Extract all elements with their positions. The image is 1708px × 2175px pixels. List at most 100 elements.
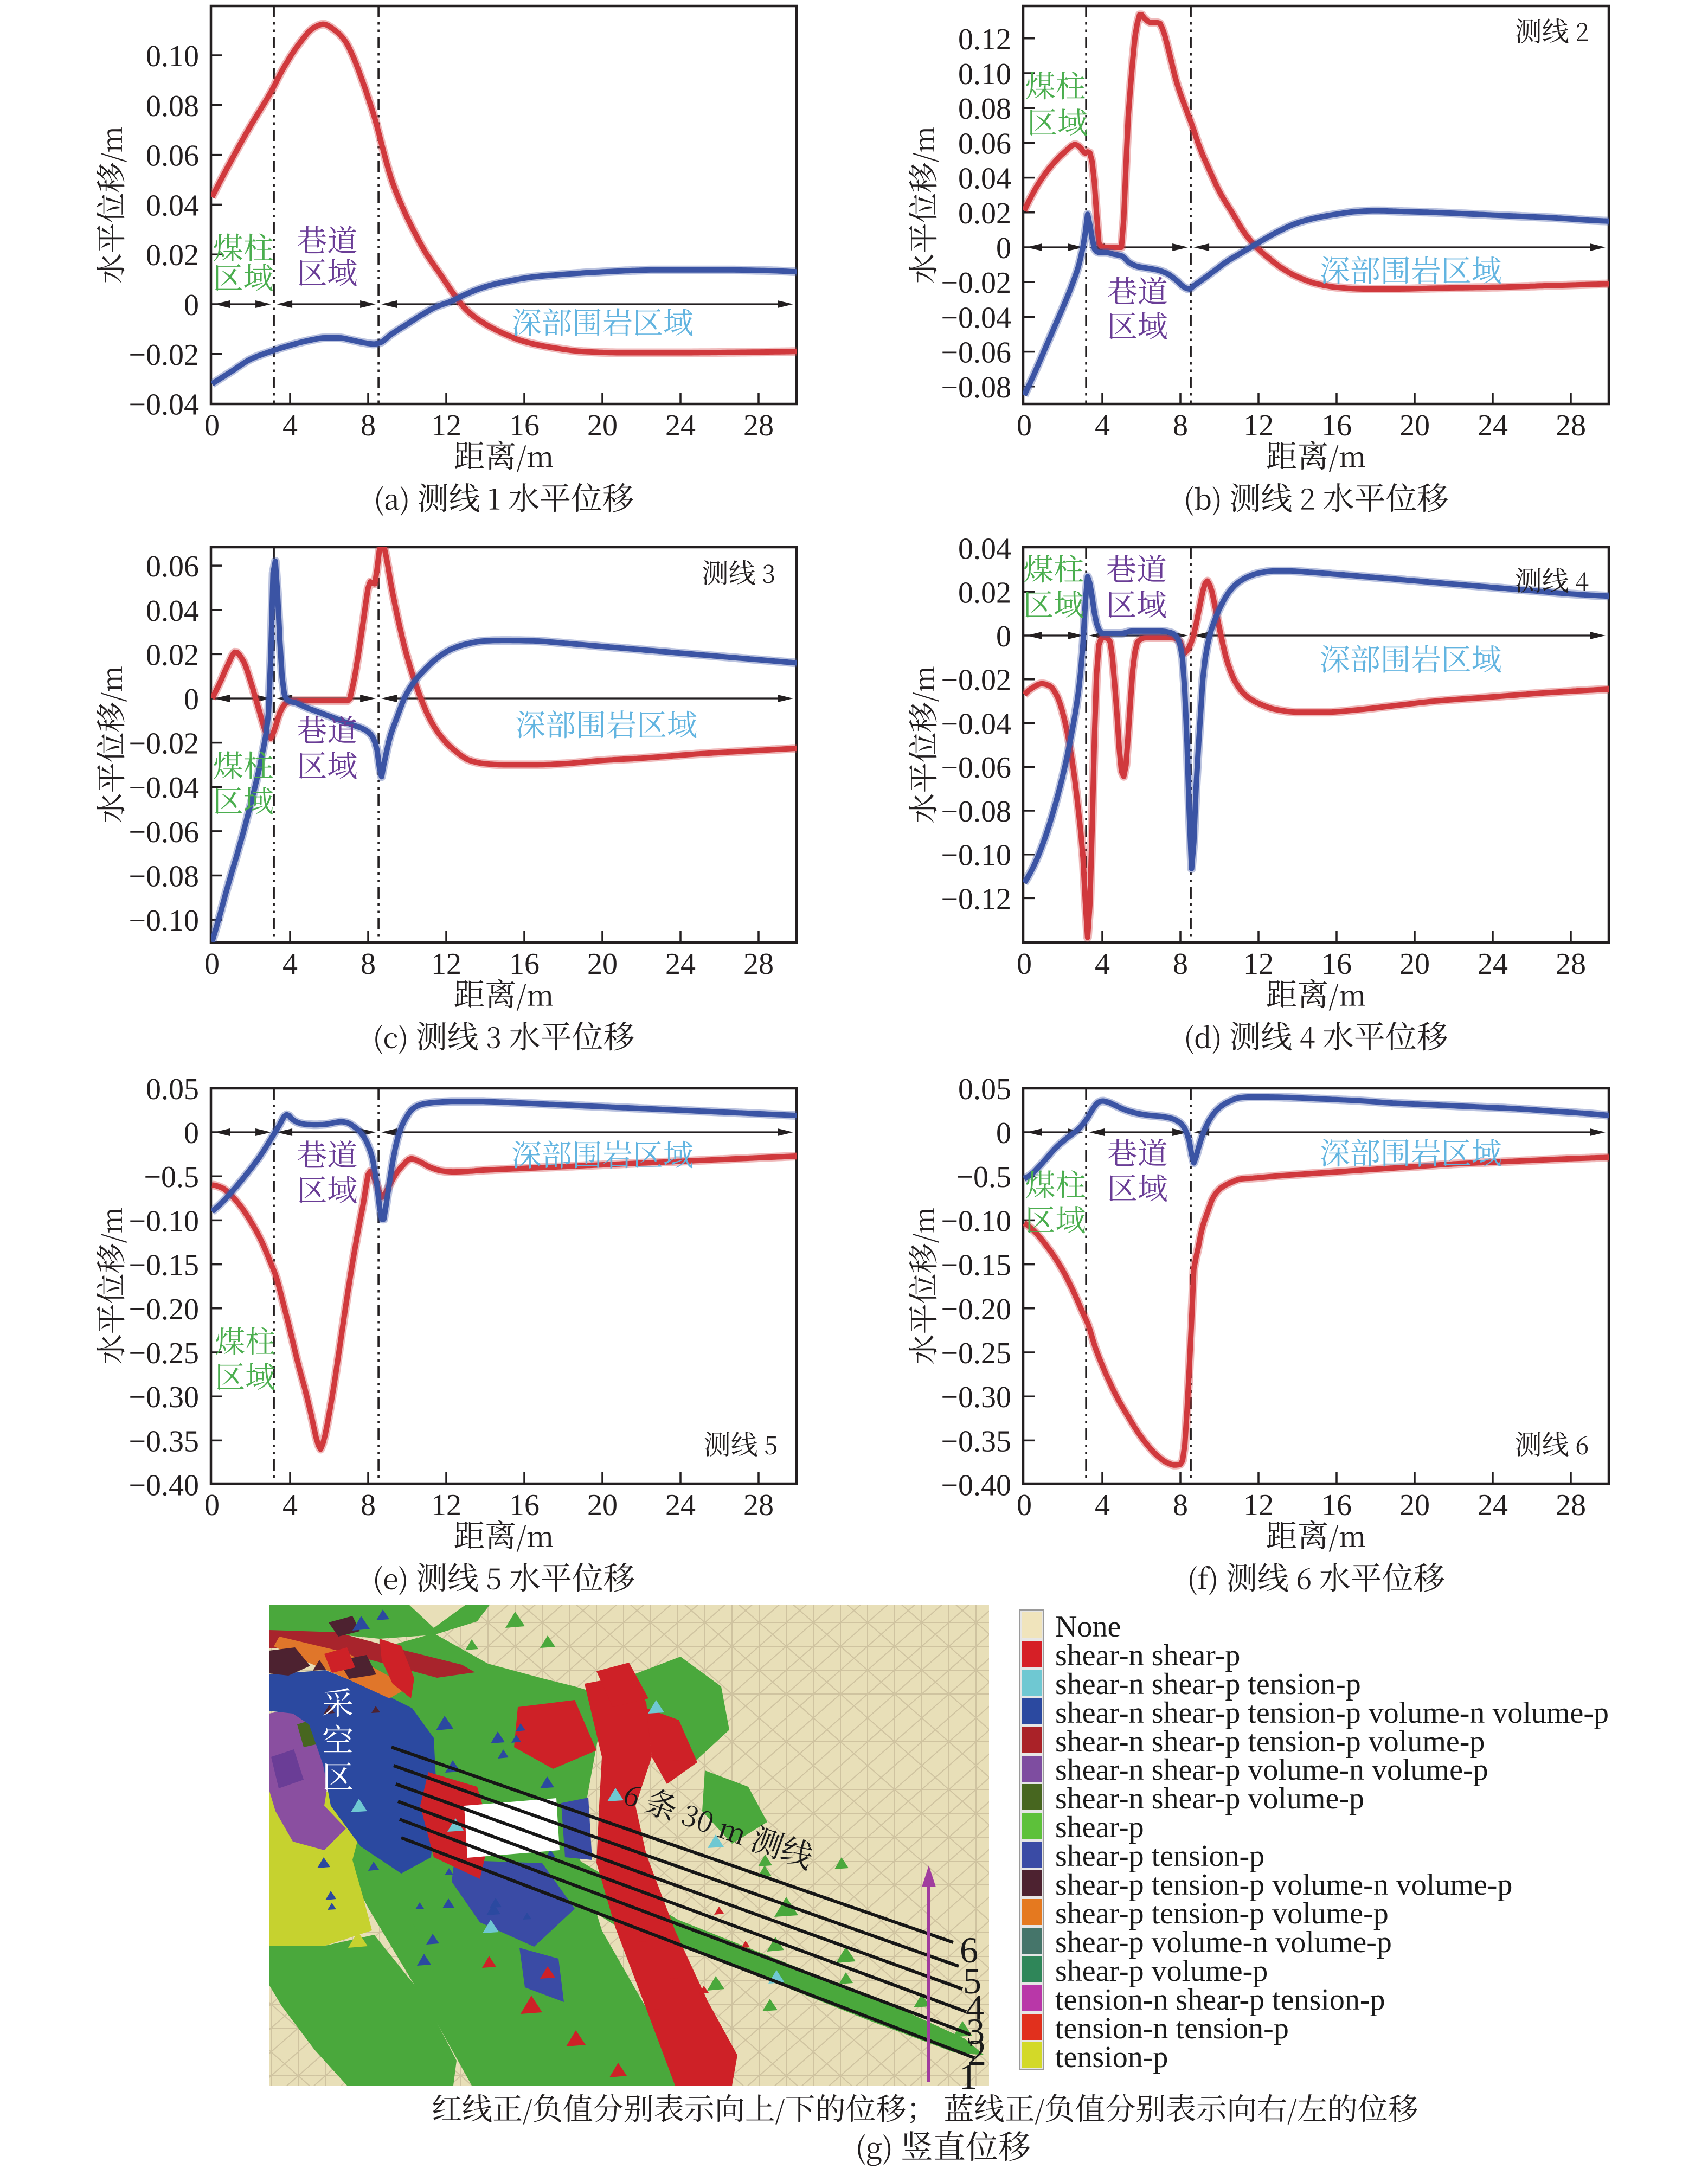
- svg-text:−0.40: −0.40: [941, 1469, 1011, 1503]
- svg-text:−0.04: −0.04: [941, 301, 1011, 335]
- svg-text:0.02: 0.02: [146, 239, 199, 272]
- svg-text:−0.10: −0.10: [941, 839, 1011, 872]
- svg-text:0.06: 0.06: [958, 127, 1011, 161]
- svg-text:0.02: 0.02: [958, 197, 1011, 230]
- svg-text:−0.40: −0.40: [129, 1469, 199, 1503]
- svg-text:−0.08: −0.08: [941, 795, 1011, 829]
- svg-text:2: 2: [968, 2032, 986, 2073]
- svg-text:shear-p tension-p: shear-p tension-p: [1055, 1839, 1264, 1873]
- svg-text:−0.35: −0.35: [129, 1425, 199, 1458]
- svg-text:−0.04: −0.04: [941, 708, 1011, 741]
- svg-text:None: None: [1055, 1610, 1121, 1644]
- svg-text:0: 0: [996, 232, 1011, 265]
- svg-text:24: 24: [1478, 1489, 1508, 1522]
- svg-text:shear-p volume-n volume-p: shear-p volume-n volume-p: [1055, 1926, 1392, 1959]
- svg-text:0: 0: [996, 1117, 1011, 1150]
- svg-text:12: 12: [1243, 1489, 1274, 1522]
- svg-text:shear-p volume-p: shear-p volume-p: [1055, 1954, 1268, 1988]
- svg-text:−0.02: −0.02: [941, 664, 1011, 697]
- svg-text:0.02: 0.02: [958, 576, 1011, 609]
- svg-text:shear-p tension-p volume-p: shear-p tension-p volume-p: [1055, 1897, 1389, 1930]
- svg-text:12: 12: [431, 1489, 461, 1522]
- svg-text:−0.06: −0.06: [941, 336, 1011, 370]
- svg-text:3: 3: [966, 2011, 985, 2052]
- svg-text:0: 0: [996, 620, 1011, 653]
- svg-text:0.08: 0.08: [958, 92, 1011, 126]
- svg-text:0: 0: [204, 947, 220, 981]
- svg-text:0.04: 0.04: [146, 189, 199, 222]
- svg-text:shear-n shear-p volume-n volum: shear-n shear-p volume-n volume-p: [1055, 1753, 1488, 1787]
- svg-text:0.04: 0.04: [958, 162, 1011, 196]
- svg-text:16: 16: [1321, 1489, 1352, 1522]
- svg-text:4: 4: [282, 1489, 298, 1522]
- svg-text:0.02: 0.02: [146, 638, 199, 672]
- svg-text:−0.5: −0.5: [956, 1160, 1011, 1194]
- svg-text:4: 4: [966, 1987, 984, 2028]
- svg-text:0.04: 0.04: [958, 532, 1011, 566]
- svg-text:0: 0: [1017, 1489, 1032, 1522]
- svg-text:8: 8: [361, 409, 376, 442]
- svg-text:20: 20: [1399, 1489, 1430, 1522]
- svg-text:0: 0: [204, 1489, 220, 1522]
- svg-text:12: 12: [1243, 409, 1274, 442]
- svg-text:−0.20: −0.20: [941, 1293, 1011, 1326]
- svg-text:16: 16: [1321, 409, 1352, 442]
- svg-text:16: 16: [1321, 947, 1352, 981]
- svg-text:12: 12: [431, 947, 461, 981]
- svg-text:shear-n shear-p tension-p volu: shear-n shear-p tension-p volume-n volum…: [1055, 1696, 1609, 1730]
- svg-text:−0.30: −0.30: [941, 1381, 1011, 1414]
- svg-text:8: 8: [361, 947, 376, 981]
- svg-text:20: 20: [587, 947, 618, 981]
- svg-text:−0.04: −0.04: [129, 771, 199, 805]
- svg-text:0: 0: [204, 409, 220, 442]
- svg-text:24: 24: [1478, 947, 1508, 981]
- svg-text:shear-n shear-p tension-p: shear-n shear-p tension-p: [1055, 1667, 1361, 1701]
- svg-text:−0.25: −0.25: [129, 1337, 199, 1370]
- svg-text:0.05: 0.05: [958, 1073, 1011, 1106]
- svg-text:28: 28: [1556, 947, 1586, 981]
- svg-text:28: 28: [743, 947, 774, 981]
- svg-text:16: 16: [509, 1489, 540, 1522]
- svg-text:4: 4: [282, 947, 298, 981]
- svg-text:−0.06: −0.06: [941, 751, 1011, 785]
- svg-text:−0.02: −0.02: [941, 266, 1011, 300]
- svg-text:0.06: 0.06: [146, 550, 199, 583]
- svg-text:28: 28: [1556, 1489, 1586, 1522]
- svg-text:8: 8: [1173, 1489, 1188, 1522]
- svg-text:shear-p tension-p volume-n vol: shear-p tension-p volume-n volume-p: [1055, 1868, 1512, 1902]
- svg-text:tension-n tension-p: tension-n tension-p: [1055, 2012, 1289, 2045]
- svg-text:8: 8: [1173, 947, 1188, 981]
- svg-text:16: 16: [509, 409, 540, 442]
- svg-text:24: 24: [665, 947, 696, 981]
- svg-text:−0.10: −0.10: [129, 904, 199, 938]
- svg-text:−0.25: −0.25: [941, 1337, 1011, 1370]
- svg-text:5: 5: [963, 1960, 981, 2001]
- svg-text:−0.5: −0.5: [144, 1160, 199, 1194]
- svg-text:tension-p: tension-p: [1055, 2041, 1168, 2074]
- svg-text:0.06: 0.06: [146, 139, 199, 173]
- svg-text:−0.06: −0.06: [129, 816, 199, 849]
- svg-text:12: 12: [1243, 947, 1274, 981]
- svg-text:0: 0: [184, 1117, 199, 1150]
- svg-text:24: 24: [665, 409, 696, 442]
- svg-text:−0.04: −0.04: [129, 388, 199, 422]
- svg-text:−0.10: −0.10: [129, 1204, 199, 1238]
- svg-text:6: 6: [960, 1929, 978, 1971]
- svg-text:shear-n shear-p tension-p volu: shear-n shear-p tension-p volume-p: [1055, 1725, 1485, 1759]
- svg-text:tension-n shear-p tension-p: tension-n shear-p tension-p: [1055, 1983, 1385, 2017]
- svg-text:28: 28: [1556, 409, 1586, 442]
- svg-text:−0.30: −0.30: [129, 1381, 199, 1414]
- svg-text:−0.02: −0.02: [129, 338, 199, 372]
- svg-text:28: 28: [743, 409, 774, 442]
- svg-text:0.04: 0.04: [146, 594, 199, 628]
- svg-text:24: 24: [1478, 409, 1508, 442]
- svg-text:4: 4: [1095, 1489, 1110, 1522]
- svg-text:20: 20: [1399, 947, 1430, 981]
- svg-text:−0.12: −0.12: [941, 882, 1011, 916]
- svg-text:0.10: 0.10: [958, 57, 1011, 91]
- svg-text:0.05: 0.05: [146, 1073, 199, 1106]
- svg-text:−0.35: −0.35: [941, 1425, 1011, 1458]
- svg-text:4: 4: [1095, 409, 1110, 442]
- svg-text:24: 24: [665, 1489, 696, 1522]
- svg-text:shear-p: shear-p: [1055, 1811, 1144, 1844]
